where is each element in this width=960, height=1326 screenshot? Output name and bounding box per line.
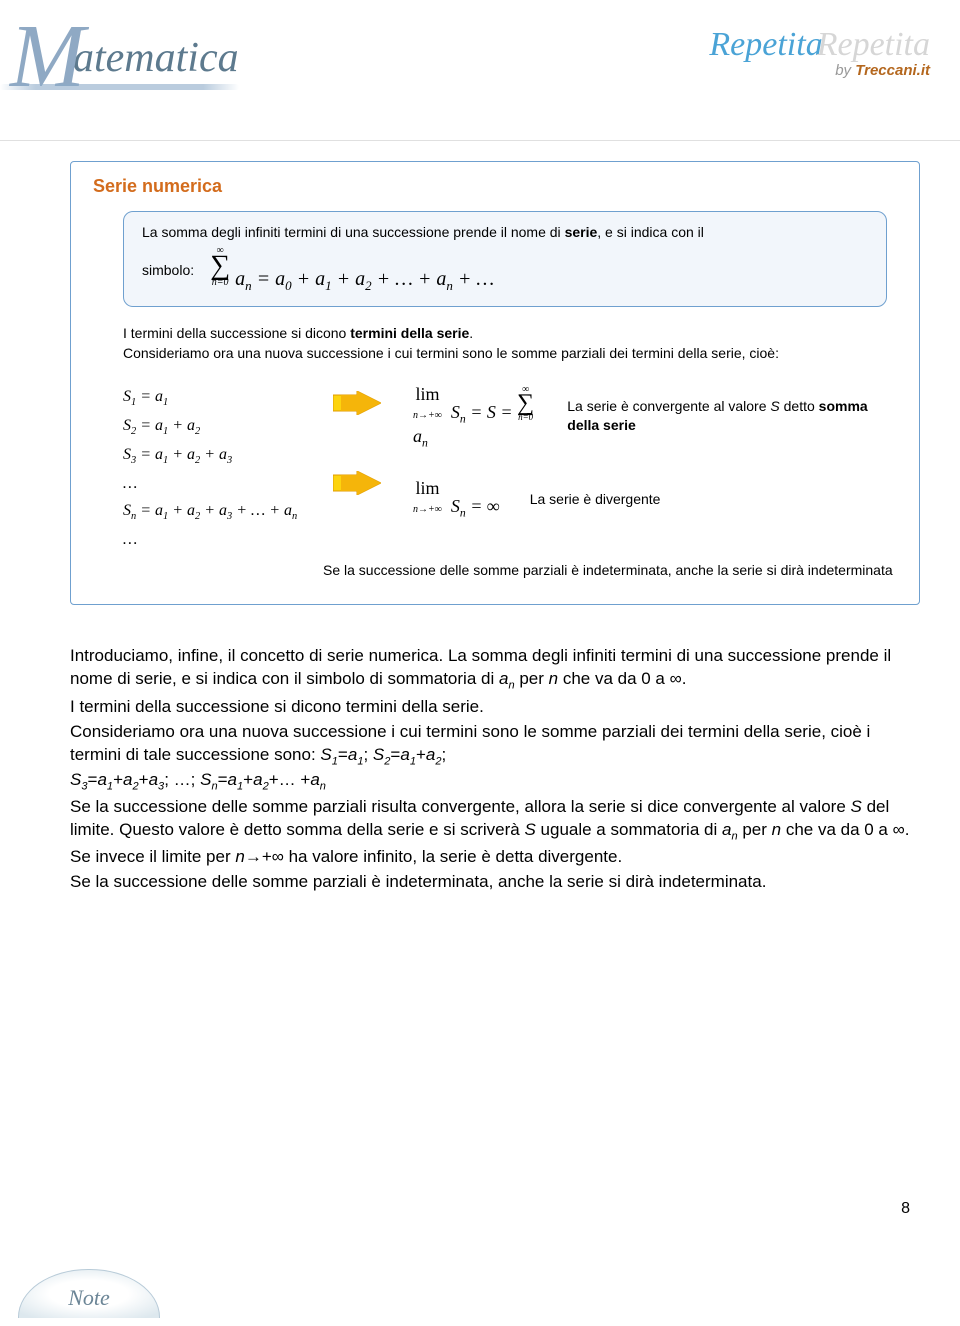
note-tab: Note	[18, 1269, 160, 1318]
after1a: I termini della successione si dicono	[123, 325, 350, 341]
symbol-label: simbolo:	[142, 262, 194, 278]
logo-word: atematica	[73, 35, 239, 81]
after1b: termini della serie	[350, 325, 469, 341]
brand-main: Repetita	[709, 26, 822, 63]
brand: RepetitaRepetita	[709, 28, 930, 62]
d1b: S	[770, 398, 779, 414]
inner-text-row: La somma degli infiniti termini di una s…	[142, 224, 868, 240]
lim-row-1: lim n→+∞ Sn = S = ∞ ∑ n=0 an	[413, 383, 897, 449]
arrow-icon	[333, 471, 383, 501]
lim-row-2: lim n→+∞ Sn = ∞ La serie è divergente	[413, 479, 897, 520]
lim-formula-2: lim n→+∞ Sn = ∞	[413, 479, 500, 520]
after-inner: I termini della successione si dicono te…	[123, 325, 897, 361]
columns: S1 = a1 S2 = a1 + a2 S3 = a1 + a2 + a3 ……	[123, 383, 897, 553]
footer: Note	[0, 1258, 960, 1318]
content: Serie numerica La somma degli infiniti t…	[70, 161, 920, 894]
series-formula: ∞ ∑ n=0 an = a0 + a1 + a2 + … + an + …	[210, 246, 494, 294]
body-p1: Introduciamo, infine, il concetto di ser…	[70, 645, 920, 693]
inner-bold1: serie	[565, 224, 598, 240]
brand-sub: by Treccani.it	[709, 62, 930, 79]
logo-initial: M	[10, 25, 85, 88]
page: Matematica RepetitaRepetita by Treccani.…	[0, 0, 960, 1318]
d1a: La serie è convergente al valore	[567, 398, 770, 414]
after-line2: Consideriamo ora una nuova successione i…	[123, 345, 897, 361]
body-text: Introduciamo, infine, il concetto di ser…	[70, 645, 920, 894]
by-label: by	[835, 62, 855, 79]
arrow-icon	[333, 391, 383, 421]
inner-text2: , e si indica con il	[597, 224, 704, 240]
inner-box: La somma degli infiniti termini di una s…	[123, 211, 887, 307]
body-p6: Se la successione delle somme parziali è…	[70, 871, 920, 894]
lim-formula-1: lim n→+∞ Sn = S = ∞ ∑ n=0 an	[413, 383, 537, 449]
logo-right: RepetitaRepetita by Treccani.it	[709, 10, 930, 79]
body-p3: Consideriamo ora una nuova successione i…	[70, 721, 920, 795]
body-p4: Se la successione delle somme parziali r…	[70, 796, 920, 844]
logo-underline	[0, 84, 239, 90]
d1c: detto	[780, 398, 819, 414]
logo-left: Matematica	[0, 10, 239, 82]
limits: lim n→+∞ Sn = S = ∞ ∑ n=0 an	[413, 383, 897, 530]
after-line1: I termini della successione si dicono te…	[123, 325, 897, 341]
indeterminate-note: Se la successione delle somme parziali è…	[323, 561, 897, 581]
page-number: 8	[901, 1200, 910, 1218]
definition-box: Serie numerica La somma degli infiniti t…	[70, 161, 920, 605]
body-p2: I termini della successione si dicono te…	[70, 696, 920, 719]
brand-shadow: Repetita	[817, 26, 930, 63]
partial-sums: S1 = a1 S2 = a1 + a2 S3 = a1 + a2 + a3 ……	[123, 383, 303, 553]
lim-desc-2: La serie è divergente	[530, 490, 661, 510]
inner-text: La somma degli infiniti termini di una s…	[142, 224, 565, 240]
body-p5: Se invece il limite per n→+∞ ha valore i…	[70, 846, 920, 869]
after1c: .	[469, 325, 473, 341]
arrows	[333, 383, 383, 501]
lim-desc-1: La serie è convergente al valore S detto…	[567, 397, 897, 436]
header: Matematica RepetitaRepetita by Treccani.…	[0, 0, 960, 141]
box-title: Serie numerica	[93, 176, 897, 197]
symbol-row: simbolo: ∞ ∑ n=0 an = a0 + a1 + a2 + … +…	[142, 246, 868, 294]
treccani-label: Treccani.it	[855, 62, 930, 79]
